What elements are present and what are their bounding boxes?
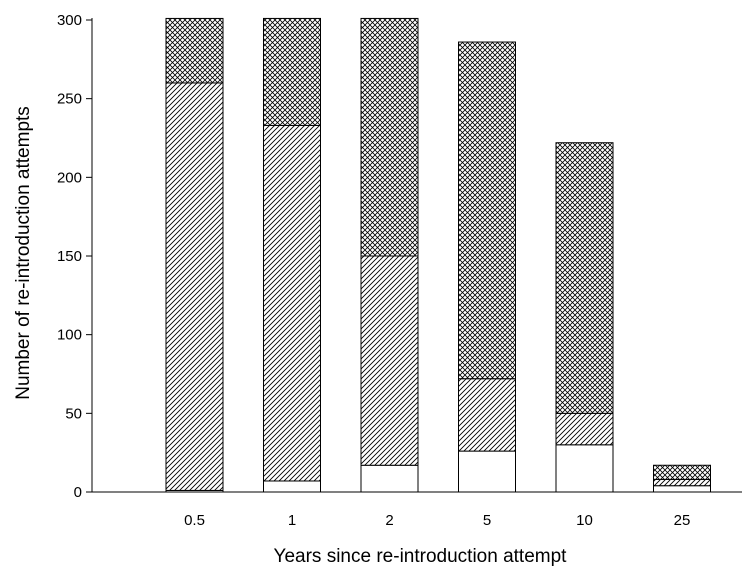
y-tick-label: 50 [65,405,82,422]
bar-segment-plain-10 [555,444,614,493]
bar-segment-crosshatch-0.5 [165,17,224,84]
x-tick-label: 0.5 [184,512,205,529]
bar-segment-plain-25 [653,485,711,493]
bar-segment-crosshatch-10 [555,142,614,414]
bar-segment-plain-5 [458,450,516,493]
bar-segment-diagonal-hatch-10 [555,412,614,446]
bar-segment-crosshatch-1 [263,17,321,126]
y-tick-label: 250 [57,91,82,108]
y-tick-label: 150 [57,248,82,265]
bar-segment-diagonal-hatch-25 [653,478,711,487]
x-axis-title: Years since re-introduction attempt [274,546,568,567]
bar-segment-diagonal-hatch-0.5 [165,82,224,491]
y-tick-label: 200 [57,169,82,186]
bar-segment-diagonal-hatch-5 [458,378,516,452]
bar-segment-crosshatch-5 [458,41,516,380]
y-tick-label: 300 [57,12,82,29]
x-tick-label: 5 [483,512,491,529]
bar-segment-diagonal-hatch-2 [360,255,419,466]
y-tick-label: 0 [74,484,82,501]
bar-segment-diagonal-hatch-1 [263,124,321,482]
x-tick-label: 10 [576,512,593,529]
x-tick-label: 2 [385,512,393,529]
x-tick-label: 1 [288,512,296,529]
bar-segment-crosshatch-25 [653,464,711,480]
y-tick-label: 100 [57,327,82,344]
bar-segment-plain-1 [263,480,321,493]
x-tick-label: 25 [674,512,691,529]
y-axis-title: Number of re-introduction attempts [13,106,34,400]
bars-group [165,17,711,493]
bar-segment-plain-2 [360,464,419,493]
bar-segment-crosshatch-2 [360,17,419,257]
